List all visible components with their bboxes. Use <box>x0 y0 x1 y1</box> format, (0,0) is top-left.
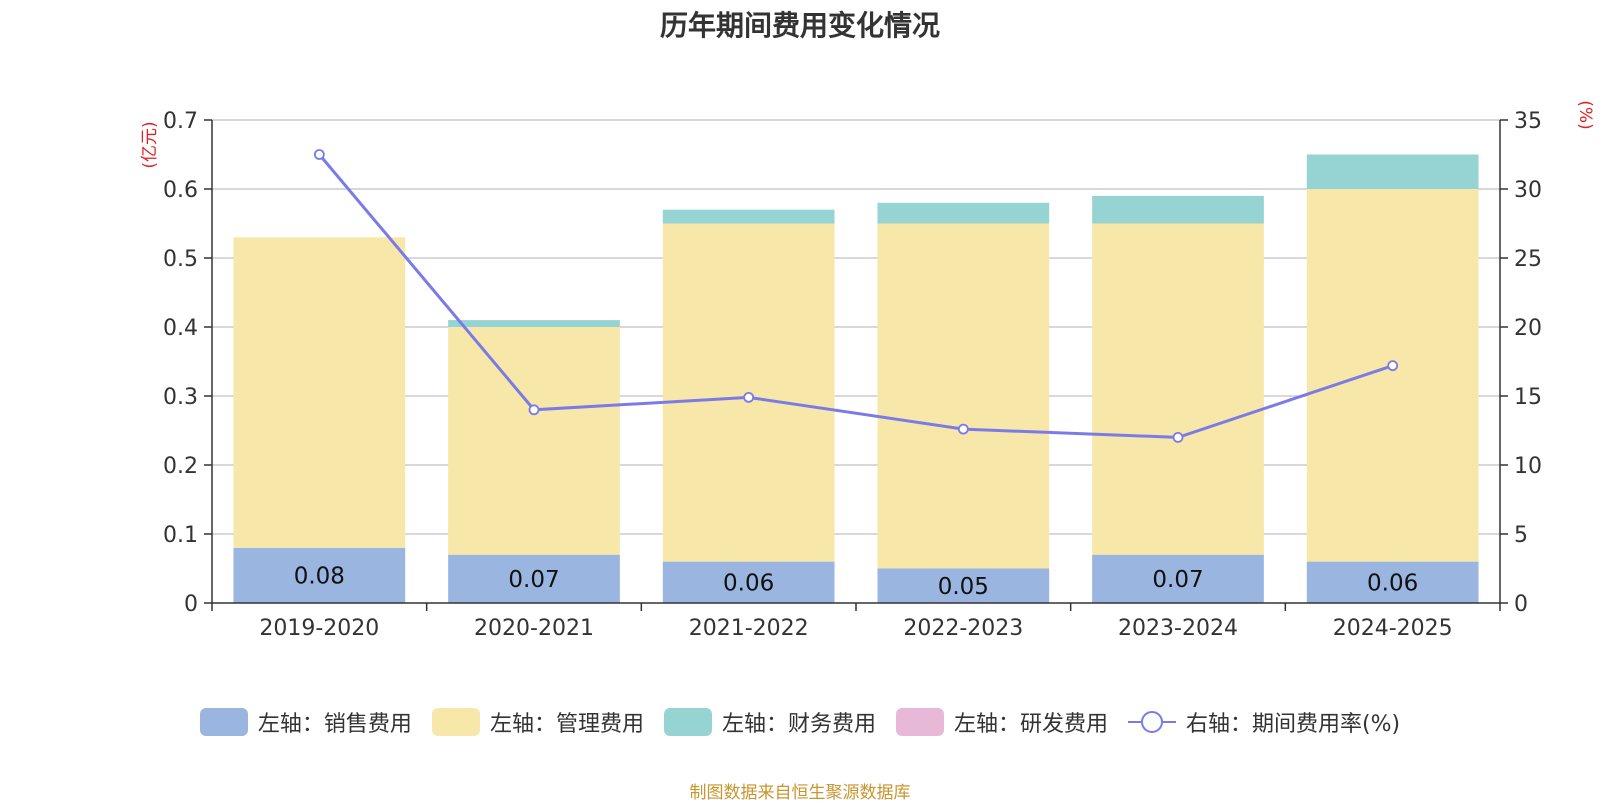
bar-segment <box>877 223 1050 569</box>
rate-point <box>313 149 325 160</box>
legend-line-swatch <box>1127 711 1176 733</box>
rate-point <box>1172 431 1184 443</box>
bar-segment <box>1306 154 1479 189</box>
legend-label: 左轴：管理费用 <box>489 712 644 737</box>
rate-line <box>318 153 1394 439</box>
legend-item[interactable]: 左轴：财务费用 <box>663 706 876 738</box>
bar-data-label: 0.07 <box>508 567 559 593</box>
right-axis-tick-label: 20 <box>1514 316 1542 341</box>
bar-segment <box>448 320 620 327</box>
axes: 0 0.1 0.2 0.3 0.4 0.5 0.6 0.7 0 5 10 15 20 25 30 35 2019… <box>163 109 1542 641</box>
bar-segment <box>1092 554 1264 603</box>
legend-label: 右轴：期间费用率(%) <box>1185 712 1401 737</box>
bar-series: 0.08 0.07 0.06 0.05 0.07 0.06 <box>233 154 1479 603</box>
left-axis-unit: (亿元) <box>140 121 160 168</box>
right-axis-tick-label: 35 <box>1514 109 1542 134</box>
bar-data-label: 0.08 <box>294 563 345 589</box>
bar-data-label: 0.06 <box>723 570 774 596</box>
bar-segment <box>877 202 1050 224</box>
legend-swatch <box>199 708 248 736</box>
left-axis-tick-label: 0.4 <box>163 316 198 341</box>
right-axis-tick-label: 5 <box>1514 523 1528 548</box>
bar-segment <box>448 327 620 555</box>
bar-segment <box>1092 223 1264 555</box>
rate-point <box>528 404 540 416</box>
bar-data-label: 0.07 <box>1152 567 1203 593</box>
right-axis-tick-label: 25 <box>1514 247 1542 272</box>
x-axis-tick-label: 2023-2024 <box>1118 616 1238 641</box>
gridlines <box>212 119 1500 535</box>
source-footer: 制图数据来自恒生聚源数据库 <box>689 783 911 803</box>
legend-item[interactable]: 左轴：管理费用 <box>431 706 644 738</box>
left-axis-tick-label: 0.3 <box>163 385 198 410</box>
rate-point <box>743 391 755 403</box>
bar-segment <box>662 209 835 224</box>
x-axis-tick-label: 2019-2020 <box>259 616 379 641</box>
bar-segment <box>1092 195 1264 224</box>
right-axis-tick-label: 10 <box>1514 454 1542 479</box>
left-axis-tick-label: 0.2 <box>163 454 198 479</box>
bar-segment <box>877 568 1050 603</box>
legend-item[interactable]: 左轴：研发费用 <box>895 706 1108 738</box>
rate-point <box>1387 360 1399 372</box>
x-axis-tick-label: 2022-2023 <box>903 616 1023 641</box>
legend-swatch <box>895 708 944 736</box>
right-axis-unit: (%) <box>1575 100 1595 129</box>
right-axis-tick-label: 0 <box>1514 592 1528 617</box>
legend-item[interactable]: 右轴：期间费用率(%) <box>1127 706 1401 738</box>
left-axis-tick-label: 0.7 <box>163 109 198 134</box>
rate-point <box>957 423 969 435</box>
x-axis-tick-label: 2020-2021 <box>474 616 594 641</box>
left-axis-tick-label: 0.5 <box>163 247 198 272</box>
legend: 左轴：销售费用 左轴：管理费用 左轴：财务费用 左轴：研发费用 右轴：期间费用率(%) <box>0 706 1600 738</box>
left-axis-tick-label: 0.6 <box>163 178 198 203</box>
bar-segment <box>662 561 835 603</box>
legend-label: 左轴：财务费用 <box>721 712 876 737</box>
legend-label: 左轴：销售费用 <box>257 712 412 737</box>
bar-segment <box>1306 189 1479 562</box>
bar-segment <box>448 554 620 603</box>
line-series <box>313 149 1399 443</box>
chart-plot: 0.08 0.07 0.06 0.05 0.07 0.06 0 0.1 0.2 0.3 0.4 0.… <box>140 100 1595 641</box>
bar-data-label: 0.06 <box>1367 570 1418 596</box>
legend-label: 左轴：研发费用 <box>953 712 1108 737</box>
legend-swatch <box>663 708 712 736</box>
legend-item[interactable]: 左轴：销售费用 <box>199 706 412 738</box>
bar-data-label: 0.05 <box>938 574 989 600</box>
right-axis-tick-label: 30 <box>1514 178 1542 203</box>
bar-segment <box>233 547 406 603</box>
bar-segment <box>233 237 406 548</box>
right-axis-tick-label: 15 <box>1514 385 1542 410</box>
left-axis-tick-label: 0 <box>184 592 198 617</box>
x-axis-tick-label: 2021-2022 <box>689 616 809 641</box>
x-axis-tick-label: 2024-2025 <box>1333 616 1453 641</box>
bar-segment <box>1306 561 1479 603</box>
left-axis-tick-label: 0.1 <box>163 523 198 548</box>
chart-title: 历年期间费用变化情况 <box>659 9 940 42</box>
legend-swatch <box>431 708 480 736</box>
